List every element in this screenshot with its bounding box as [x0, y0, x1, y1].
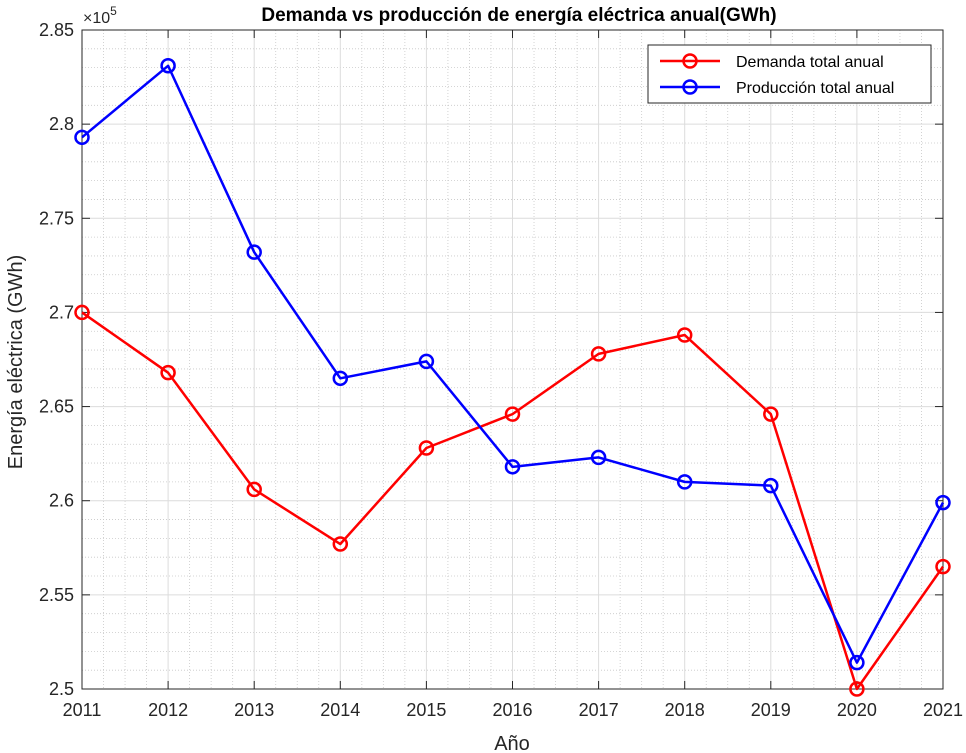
x-tick-label: 2011 — [63, 700, 102, 720]
data-point — [763, 406, 779, 422]
data-point — [504, 459, 521, 475]
y-exponent-label: ×105 — [83, 4, 117, 27]
data-point — [418, 440, 435, 456]
legend-box — [647, 44, 932, 104]
y-tick-label: 2.5 — [49, 679, 74, 699]
data-point — [676, 327, 693, 343]
x-tick-label: 2014 — [320, 700, 360, 720]
x-tick-labels: 2011 2012 2013 2014 2015 2016 2017 2018 2019 2020… — [63, 700, 963, 720]
data-point — [160, 364, 176, 381]
data-point — [935, 494, 951, 511]
y-tick-label: 2.7 — [49, 302, 74, 322]
legend-marker-produccion — [682, 79, 698, 95]
legend-marker-demanda — [682, 53, 698, 69]
y-exponent-base: ×10 — [83, 10, 110, 27]
legend: Demanda total anual Producción total anu… — [647, 44, 932, 104]
legend-label-demanda: Demanda total anual — [736, 54, 884, 71]
data-point — [935, 558, 951, 575]
data-point — [849, 654, 865, 671]
y-tick-label: 2.85 — [39, 20, 74, 40]
x-tick-label: 2021 — [923, 700, 963, 720]
x-tick-label: 2012 — [148, 700, 188, 720]
data-point — [418, 353, 435, 370]
x-tick-label: 2015 — [406, 700, 446, 720]
chart-title: Demanda vs producción de energía eléctri… — [261, 5, 776, 26]
legend-label-produccion: Producción total anual — [736, 80, 894, 97]
y-axis-label: Energía eléctrica (GWh) — [5, 255, 27, 470]
x-tick-label: 2018 — [665, 700, 705, 720]
data-point — [676, 474, 693, 490]
y-tick-label: 2.65 — [39, 397, 74, 417]
x-tick-label: 2019 — [751, 700, 791, 720]
x-tick-label: 2013 — [234, 700, 274, 720]
y-tick-label: 2.6 — [49, 491, 74, 511]
data-point — [590, 449, 607, 466]
data-point — [504, 406, 521, 422]
series-produccion — [74, 58, 951, 671]
series-demanda — [74, 304, 951, 697]
x-axis-label: Año — [494, 733, 530, 753]
y-tick-label: 2.55 — [39, 585, 74, 605]
y-exponent-power: 5 — [110, 4, 117, 18]
y-tick-label: 2.8 — [49, 114, 74, 134]
x-tick-label: 2017 — [579, 700, 619, 720]
series-line — [81, 311, 945, 691]
data-point — [246, 481, 262, 498]
data-point — [332, 370, 349, 387]
data-point — [849, 681, 865, 697]
data-point — [763, 477, 779, 494]
tick-marks — [81, 29, 944, 690]
data-point — [246, 244, 262, 260]
x-tick-label: 2020 — [837, 700, 877, 720]
data-point — [74, 129, 90, 146]
data-point — [160, 58, 176, 74]
data-point — [74, 304, 90, 321]
series-layer — [74, 58, 951, 697]
y-tick-labels: 2.5 2.55 2.6 2.65 2.7 2.75 2.8 2.85 — [39, 20, 74, 699]
series-line — [81, 64, 945, 664]
data-point — [332, 536, 349, 552]
y-tick-label: 2.75 — [39, 208, 74, 228]
data-point — [590, 346, 607, 362]
x-tick-label: 2016 — [492, 700, 532, 720]
